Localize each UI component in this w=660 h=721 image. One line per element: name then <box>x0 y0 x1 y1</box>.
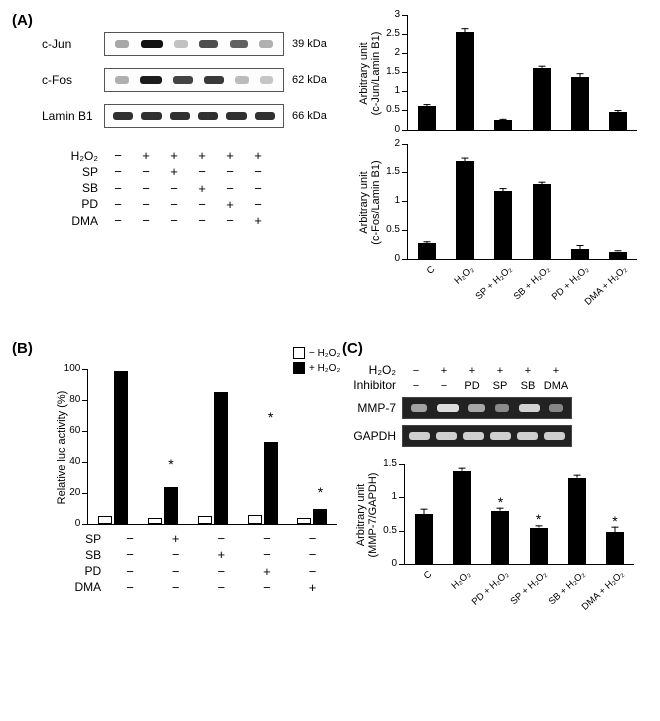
treatment-mark: + <box>216 197 244 213</box>
treatment-mark: − <box>216 213 244 229</box>
gel-label: MMP-7 <box>342 401 402 415</box>
c-header-mark: − <box>402 363 430 378</box>
blot-box <box>104 68 284 92</box>
treatment-mark: − <box>188 164 216 180</box>
treatment-mark: + <box>188 181 216 197</box>
treatment-mark: − <box>132 213 160 229</box>
treatment-mark: − <box>244 181 272 197</box>
x-category: SP + H₂O₂ <box>473 264 514 302</box>
blot-row: Lamin B1 66 kDa <box>42 104 342 128</box>
label-c: (C) <box>342 340 363 357</box>
kda-label: 62 kDa <box>292 74 327 86</box>
x-category: PD + H₂O₂ <box>470 569 511 608</box>
treatment-mark: + <box>244 148 272 164</box>
treatment-mark: + <box>188 148 216 164</box>
gel-box <box>402 425 572 447</box>
c-header-mark: + <box>458 363 486 378</box>
x-category: SB + H₂O₂ <box>512 264 553 302</box>
x-category: H₂O₂ <box>452 264 475 287</box>
treatment-mark: + <box>216 148 244 164</box>
treatment-mark: − <box>104 148 132 164</box>
kda-label: 39 kDa <box>292 38 327 50</box>
treatment-mark: + <box>160 148 188 164</box>
panel-a: (A) c-Jun 39 kDa c-Fos 62 kDa Lamin B1 66 kDa… <box>12 12 648 320</box>
blot-label: Lamin B1 <box>42 109 104 123</box>
c-header-mark: DMA <box>542 378 570 393</box>
c-header-label: Inhibitor <box>342 378 402 393</box>
x-category: C <box>425 264 437 277</box>
treatment-mark: − <box>160 197 188 213</box>
blot-row: c-Fos 62 kDa <box>42 68 342 92</box>
c-header-mark: − <box>430 378 458 393</box>
c-header-mark: + <box>542 363 570 378</box>
treatment-mark: + <box>132 148 160 164</box>
blot-label: c-Jun <box>42 37 104 51</box>
blot-label: c-Fos <box>42 73 104 87</box>
treatment-mark: + <box>244 213 272 229</box>
treatment-label: DMA <box>42 213 104 229</box>
c-header-mark: + <box>514 363 542 378</box>
treatment-mark: − <box>160 181 188 197</box>
treatment-label: SP <box>42 164 104 180</box>
chart-c-xlabels: CH₂O₂PD + H₂O₂SP + H₂O₂SB + H₂O₂DMA + H₂… <box>404 565 634 625</box>
treatment-mark: − <box>160 213 188 229</box>
blot-box <box>104 104 284 128</box>
treatment-mark: − <box>216 181 244 197</box>
treatment-mark: − <box>132 181 160 197</box>
chart-a-xlabels: CH₂O₂SP + H₂O₂SB + H₂O₂PD + H₂O₂DMA + H₂… <box>407 260 637 320</box>
treatment-mark: − <box>132 164 160 180</box>
kda-label: 66 kDa <box>292 110 327 122</box>
treatment-mark: − <box>104 164 132 180</box>
blot-box <box>104 32 284 56</box>
c-header-mark: + <box>430 363 458 378</box>
chart-luc: 020406080100Relative luc activity (%)*** <box>87 370 337 525</box>
c-header-mark: − <box>402 378 430 393</box>
legend-item: − H₂O₂ <box>293 346 340 361</box>
c-header-mark: SB <box>514 378 542 393</box>
label-b: (B) <box>12 340 33 357</box>
treatment-mark: − <box>244 197 272 213</box>
treatment-label: H₂O₂ <box>42 148 104 164</box>
x-category: C <box>422 569 434 582</box>
treatment-matrix-b: SP−+−−−SB−−+−−PD−−−+−DMA−−−−+ <box>57 531 335 596</box>
treatment-label: SB <box>42 181 104 197</box>
panel-a-charts: 00.511.522.53Arbitrary unit(c-Jun/Lamin … <box>342 12 648 320</box>
label-a: (A) <box>12 12 33 29</box>
panel-c-header: H₂O₂−+++++Inhibitor−−PDSPSBDMA <box>342 363 570 393</box>
treatment-mark: − <box>132 197 160 213</box>
x-category: H₂O₂ <box>449 569 472 592</box>
panel-b: (B) − H₂O₂+ H₂O₂ 020406080100Relative lu… <box>12 340 342 625</box>
treatment-mark: − <box>188 197 216 213</box>
panel-a-blots: c-Jun 39 kDa c-Fos 62 kDa Lamin B1 66 kDa H₂O… <box>42 12 342 320</box>
panel-a-label: (A) <box>12 12 42 320</box>
chart-mmp7: 00.511.5Arbitrary unit(MMP-7/GAPDH)*** <box>404 465 634 565</box>
treatment-mark: − <box>216 164 244 180</box>
gel-box <box>402 397 572 419</box>
c-header-mark: + <box>486 363 514 378</box>
blot-row: c-Jun 39 kDa <box>42 32 342 56</box>
treatment-mark: − <box>244 164 272 180</box>
treatment-mark: − <box>104 197 132 213</box>
chart-cfos: 00.511.52Arbitrary unit(c-Fos/Lamin B1) <box>407 145 637 260</box>
c-header-label: H₂O₂ <box>342 363 402 378</box>
treatment-mark: + <box>160 164 188 180</box>
c-header-mark: SP <box>486 378 514 393</box>
treatment-mark: − <box>104 181 132 197</box>
gel-label: GAPDH <box>342 429 402 443</box>
panels-bc: (B) − H₂O₂ + H₂O₂ 020406080100Relative lu… <box>12 340 648 625</box>
treatment-label: PD <box>42 197 104 213</box>
chart-cjun: 00.511.522.53Arbitrary unit(c-Jun/Lamin … <box>407 16 637 131</box>
treatment-matrix-a: H₂O₂−+++++SP−−+−−−SB−−−+−−PD−−−−+−DMA−−−… <box>42 148 272 229</box>
x-category: SP + H₂O₂ <box>509 569 550 607</box>
blot-rows: c-Jun 39 kDa c-Fos 62 kDa Lamin B1 66 kDa <box>42 32 342 128</box>
panel-c: (C) H₂O₂−+++++Inhibitor−−PDSPSBDMA MMP-7… <box>342 340 648 625</box>
panel-c-gels: MMP-7 GAPDH <box>342 397 648 447</box>
c-header-mark: PD <box>458 378 486 393</box>
treatment-mark: − <box>104 213 132 229</box>
treatment-mark: − <box>188 213 216 229</box>
